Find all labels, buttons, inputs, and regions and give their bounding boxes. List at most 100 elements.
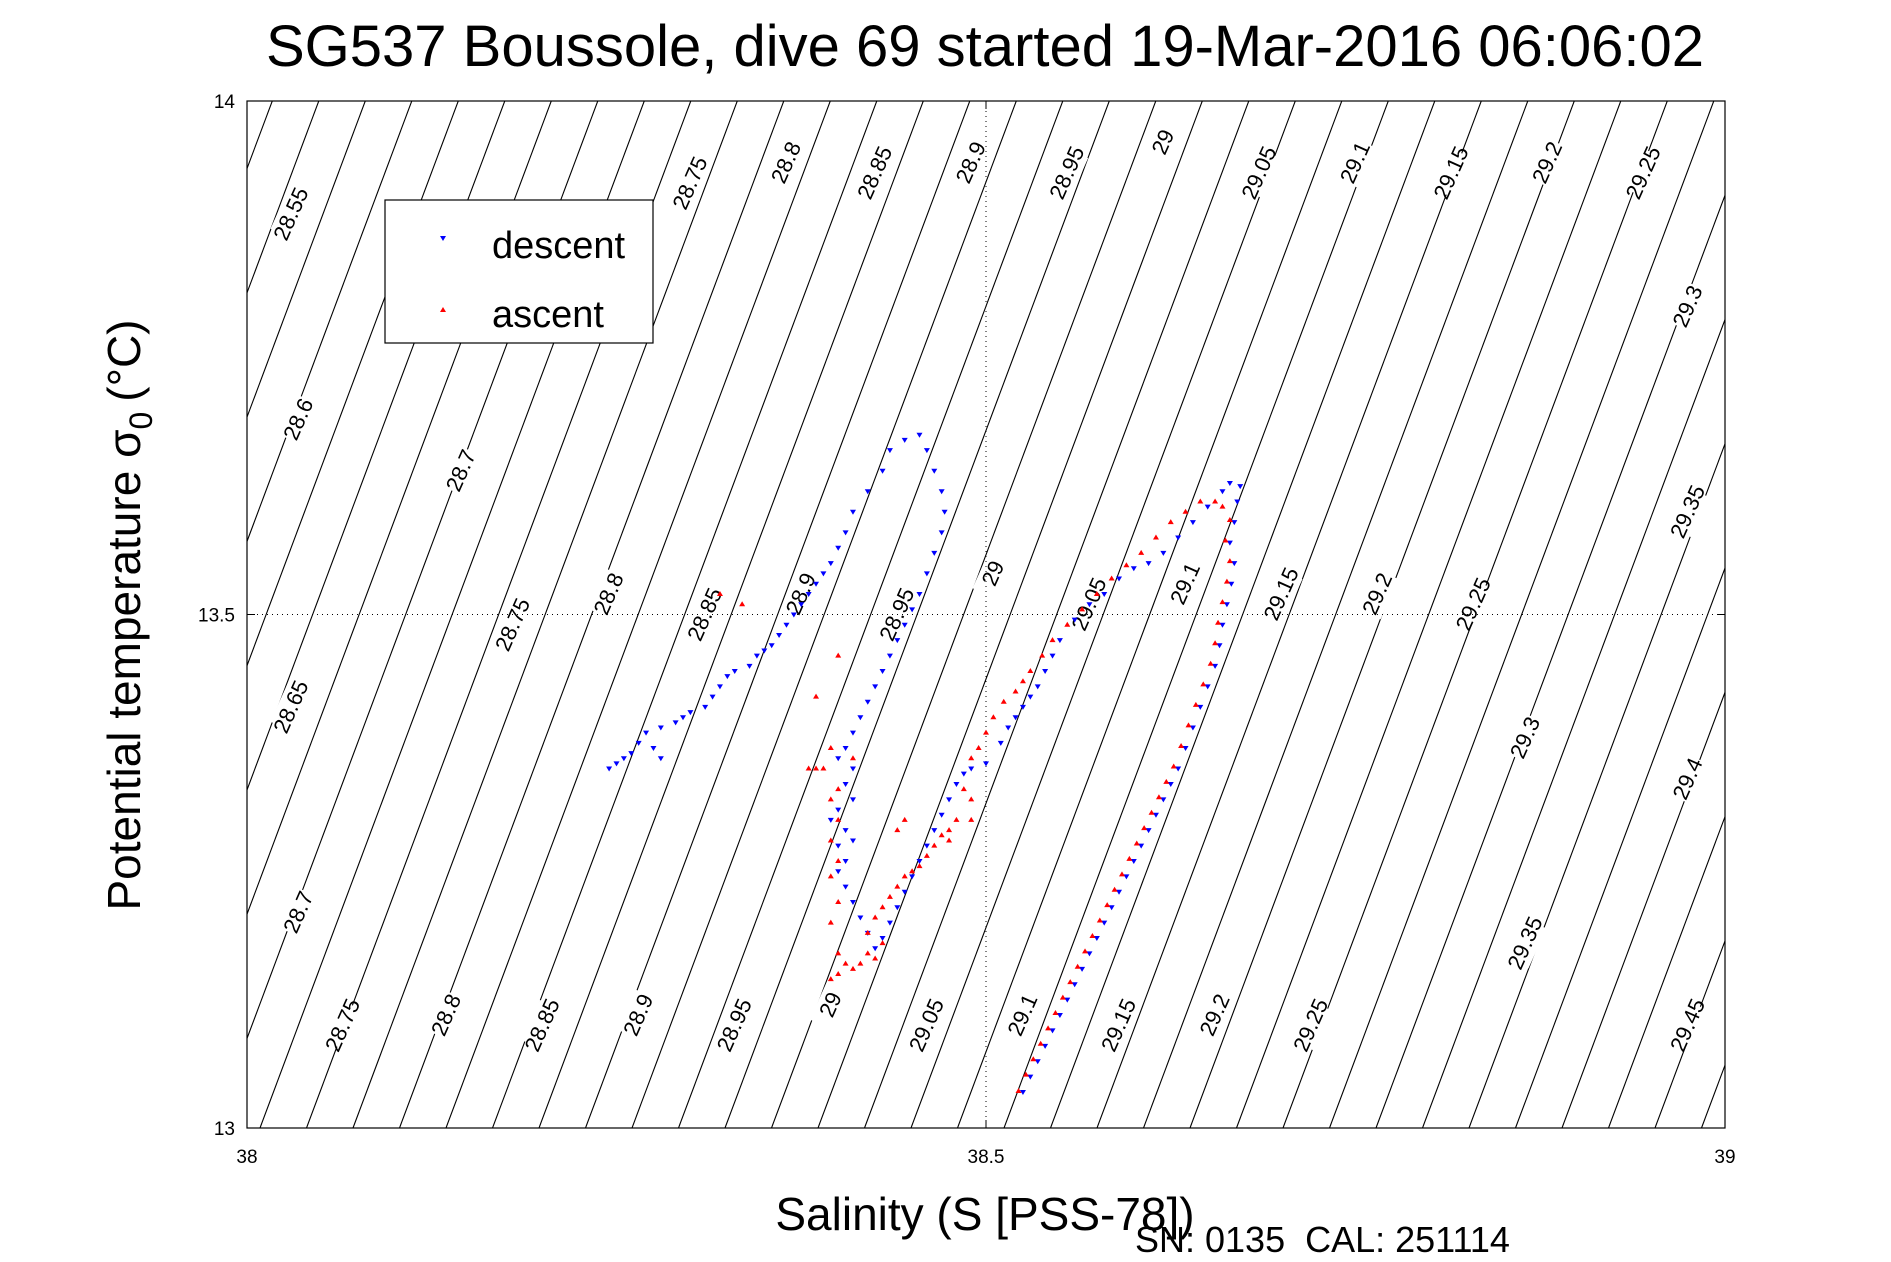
descent-point bbox=[864, 699, 871, 705]
ascent-point bbox=[1141, 825, 1148, 831]
contour-label-background bbox=[1526, 137, 1569, 189]
ascent-point bbox=[872, 914, 879, 920]
contour-label-background bbox=[972, 548, 1015, 599]
descent-point bbox=[842, 858, 849, 864]
ascent-point bbox=[975, 745, 982, 751]
descent-point bbox=[849, 730, 856, 736]
ascent-point bbox=[835, 652, 842, 658]
density-contour-line bbox=[817, 101, 1203, 1128]
descent-point bbox=[901, 889, 908, 895]
descent-point bbox=[916, 432, 923, 438]
ascent-point bbox=[1118, 871, 1125, 877]
descent-point bbox=[1056, 1013, 1063, 1019]
contour-label-background bbox=[669, 157, 712, 209]
descent-point bbox=[776, 633, 783, 639]
descent-point bbox=[635, 740, 642, 746]
gridlines bbox=[247, 101, 1725, 1128]
density-contour-line bbox=[1700, 1063, 1725, 1128]
density-contour-line bbox=[1607, 815, 1725, 1128]
density-contour-line bbox=[0, 101, 179, 1128]
x-tick-label: 38 bbox=[236, 1147, 257, 1168]
density-contour-line bbox=[910, 101, 1296, 1128]
contour-label-background bbox=[277, 393, 320, 445]
contour-label-background bbox=[1622, 147, 1665, 199]
density-contour-line bbox=[247, 101, 413, 543]
descent-point bbox=[941, 509, 948, 515]
contour-label-background bbox=[1667, 753, 1709, 805]
ascent-point bbox=[1030, 1056, 1037, 1062]
descent-point bbox=[916, 858, 923, 864]
ascent-point bbox=[894, 883, 901, 889]
contour-label-background bbox=[1504, 917, 1547, 969]
descent-point bbox=[680, 715, 687, 721]
density-contour-line bbox=[538, 101, 924, 1128]
descent-point bbox=[1145, 561, 1152, 567]
descent-point bbox=[724, 674, 731, 680]
ascent-point bbox=[901, 873, 908, 879]
ascent-point bbox=[1037, 1040, 1044, 1046]
descent-point bbox=[790, 612, 797, 618]
y-axis-label-main: Potential temperature σ bbox=[98, 430, 150, 911]
density-contour-line bbox=[1468, 442, 1725, 1128]
x-tick-label: 38.5 bbox=[968, 1147, 1005, 1168]
density-contour-line bbox=[1654, 939, 1725, 1128]
descent-point bbox=[1160, 797, 1167, 803]
y-tick-label: 13 bbox=[214, 1119, 235, 1140]
ascent-point bbox=[864, 929, 871, 935]
descent-point bbox=[1049, 653, 1056, 659]
ascent-point bbox=[835, 857, 842, 863]
descent-point bbox=[613, 761, 620, 767]
contour-label-background bbox=[1098, 999, 1140, 1051]
ascent-point bbox=[857, 960, 864, 966]
contour-label-background bbox=[1002, 989, 1044, 1041]
footer-serial-calibration: SN: 0135 CAL: 251114 bbox=[1135, 1219, 1510, 1260]
contour-label-background bbox=[1667, 486, 1709, 538]
descent-point bbox=[1064, 997, 1071, 1003]
descent-point bbox=[835, 756, 842, 762]
contour-label: 29.35 bbox=[1665, 481, 1710, 541]
descent-point bbox=[805, 591, 812, 597]
descent-point bbox=[1204, 684, 1211, 690]
descent-point bbox=[1212, 663, 1219, 669]
descent-point bbox=[1086, 951, 1093, 957]
descent-point bbox=[716, 684, 723, 690]
contour-label-background bbox=[809, 979, 852, 1031]
series-ascent bbox=[716, 498, 1233, 1094]
descent-point bbox=[1071, 982, 1078, 988]
ascent-point bbox=[739, 601, 746, 607]
descent-point bbox=[746, 663, 753, 669]
descent-point bbox=[1234, 499, 1241, 505]
descent-point bbox=[983, 761, 989, 767]
descent-point bbox=[842, 781, 849, 787]
descent-point bbox=[813, 581, 820, 587]
descent-point bbox=[1175, 766, 1182, 772]
descent-point bbox=[731, 668, 738, 674]
contour-label-background bbox=[854, 147, 896, 199]
ascent-point bbox=[813, 693, 820, 699]
contour-label-background bbox=[588, 568, 630, 620]
contour-label: 28.85 bbox=[852, 142, 897, 202]
ascent-point bbox=[1096, 917, 1103, 923]
descent-point bbox=[938, 489, 945, 495]
ascent-point bbox=[835, 899, 842, 905]
contour-label: 29.05 bbox=[1236, 142, 1281, 202]
contour-label-background bbox=[1290, 999, 1332, 1051]
ascent-point bbox=[1123, 562, 1130, 568]
descent-point bbox=[909, 607, 916, 613]
ascent-point bbox=[1045, 1025, 1052, 1031]
descent-point bbox=[657, 756, 664, 762]
ascent-point bbox=[968, 816, 975, 822]
descent-point bbox=[849, 797, 856, 803]
descent-point bbox=[1071, 617, 1078, 623]
ascent-point bbox=[1185, 722, 1192, 728]
descent-point bbox=[842, 884, 849, 890]
descent-point bbox=[1226, 481, 1233, 487]
ascent-point bbox=[1215, 619, 1222, 625]
ascent-point bbox=[835, 970, 842, 976]
descent-point bbox=[894, 638, 901, 644]
descent-point bbox=[1228, 581, 1235, 587]
descent-point bbox=[857, 915, 864, 921]
density-contour-line bbox=[1235, 101, 1622, 1128]
ascent-point bbox=[1182, 508, 1189, 514]
contour-label: 28.65 bbox=[268, 676, 313, 736]
